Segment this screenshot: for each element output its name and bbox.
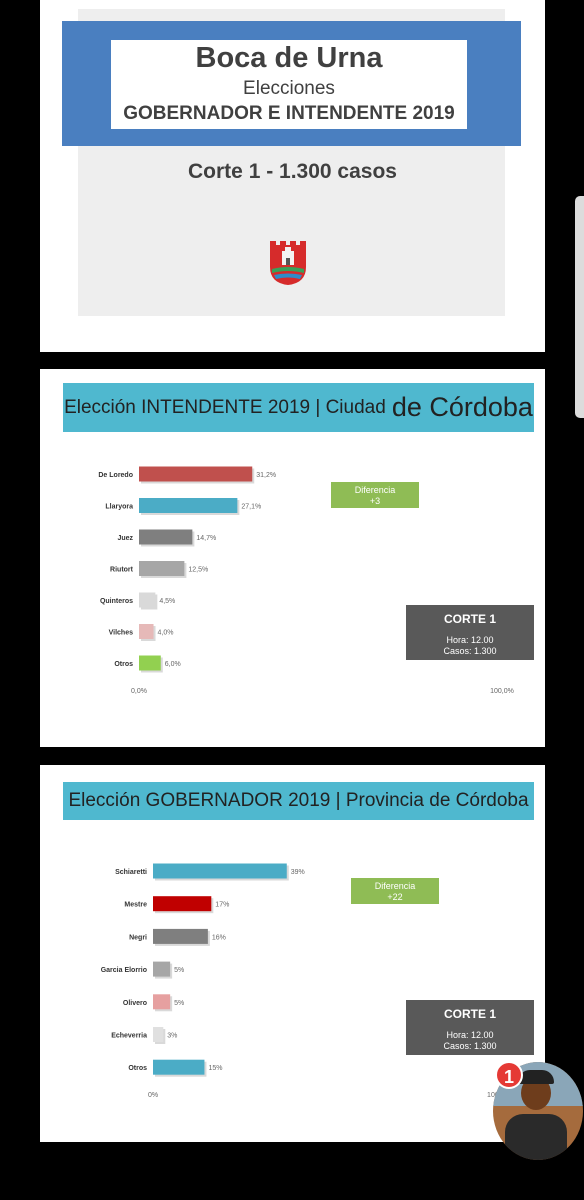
bar — [153, 1059, 205, 1075]
chart-title: Elección GOBERNADOR 2019 | Provincia de … — [63, 782, 534, 820]
data-label: 31,2% — [256, 472, 276, 479]
slide-subtitle-2: GOBERNADOR E INTENDENTE 2019 — [123, 103, 455, 124]
diferencia-value: +3 — [369, 496, 381, 506]
x-tick-label: 0,0% — [131, 688, 147, 695]
corte-title: CORTE 1 — [443, 612, 496, 626]
corte-box: CORTE 1 Hora: 12.00 Casos: 1.300 — [406, 605, 534, 660]
title-box: Boca de Urna Elecciones GOBERNADOR E INT… — [111, 40, 467, 129]
data-label: 17% — [215, 902, 229, 909]
category-label: Echeverria — [111, 1033, 147, 1040]
diferencia-value: +22 — [387, 892, 403, 902]
data-label: 5% — [174, 967, 184, 974]
intendente-bar-chart: De Loredo 31,2% Llaryora 27,1% Juez 14,7% Riut… — [98, 466, 514, 695]
diferencia-box: Diferencia +3 — [331, 482, 419, 508]
corte-casos: Casos: 1.300 — [443, 1041, 497, 1051]
category-label: Juez — [117, 535, 133, 542]
data-label: 6,0% — [165, 661, 181, 668]
bar — [153, 1027, 164, 1042]
bar — [139, 592, 156, 608]
avatar-cap — [518, 1070, 554, 1084]
avatar-shirt — [505, 1114, 567, 1160]
title-slide: Boca de Urna Elecciones GOBERNADOR E INT… — [40, 0, 545, 352]
bar — [153, 863, 287, 879]
data-label: 16% — [212, 934, 226, 941]
category-label: De Loredo — [98, 472, 133, 479]
bar — [139, 466, 253, 482]
data-label: 12,5% — [188, 567, 208, 574]
category-label: Quinteros — [100, 598, 133, 605]
bar — [139, 529, 193, 545]
gobernador-slide: Elección GOBERNADOR 2019 | Provincia de … — [40, 765, 545, 1142]
data-label: 3% — [167, 1033, 177, 1040]
category-label: Llaryora — [105, 504, 133, 511]
category-label: Otros — [114, 661, 133, 668]
notification-badge: 1 — [495, 1061, 523, 1089]
x-tick-label: 0% — [148, 1092, 158, 1099]
corte-hora: Hora: 12.00 — [446, 635, 494, 645]
diferencia-label: Diferencia — [374, 881, 416, 891]
chart-title: Elección INTENDENTE 2019 | Ciudad de Cór… — [63, 383, 534, 432]
chart-title-main: Elección INTENDENTE 2019 | Ciudad — [64, 396, 386, 418]
bar — [153, 994, 171, 1010]
bar — [139, 624, 154, 639]
corte-title: CORTE 1 — [443, 1007, 496, 1021]
category-label: Vilches — [109, 630, 133, 637]
corte-box: CORTE 1 Hora: 12.00 Casos: 1.300 — [406, 1000, 534, 1055]
category-label: Negri — [129, 934, 147, 941]
data-label: 4,5% — [159, 598, 175, 605]
data-label: 14,7% — [196, 535, 216, 542]
bar — [153, 928, 208, 944]
corte-hora: Hora: 12.00 — [446, 1030, 494, 1040]
corte-label: Corte 1 - 1.300 casos — [188, 160, 397, 183]
category-label: Otros — [128, 1065, 147, 1072]
chart-header: Elección INTENDENTE 2019 | Ciudad de Cór… — [63, 383, 534, 432]
coat-of-arms-icon — [270, 241, 306, 285]
data-label: 15% — [208, 1065, 222, 1072]
category-label: Olivero — [123, 1000, 147, 1007]
bar — [153, 896, 212, 912]
scrollbar[interactable] — [575, 196, 584, 418]
chart-title-big: de Córdoba — [391, 392, 533, 422]
gobernador-bar-chart: Schiaretti 39% Mestre 17% Negri 16% Garcia Elo… — [101, 863, 505, 1099]
data-label: 4,0% — [158, 630, 174, 637]
bar — [139, 561, 185, 576]
data-label: 39% — [291, 869, 305, 876]
intendente-slide: Elección INTENDENTE 2019 | Ciudad de Cór… — [40, 369, 545, 747]
chart-title-main: Elección GOBERNADOR 2019 | Provincia de … — [68, 790, 529, 811]
slide-title: Boca de Urna — [195, 42, 383, 74]
bar — [139, 498, 238, 513]
corte-casos: Casos: 1.300 — [443, 646, 497, 656]
bar — [139, 655, 161, 671]
category-label: Riutort — [110, 567, 134, 574]
diferencia-label: Diferencia — [354, 485, 396, 495]
diferencia-box: Diferencia +22 — [351, 878, 439, 904]
category-label: Schiaretti — [115, 869, 147, 876]
bar — [153, 961, 171, 977]
x-tick-label: 100,0% — [490, 688, 514, 695]
chart-header: Elección GOBERNADOR 2019 | Provincia de … — [63, 782, 534, 820]
category-label: Mestre — [124, 902, 147, 909]
data-label: 27,1% — [241, 504, 261, 511]
category-label: Garcia Elorrio — [101, 967, 147, 974]
slide-subtitle: Elecciones — [243, 78, 335, 99]
data-label: 5% — [174, 1000, 184, 1007]
